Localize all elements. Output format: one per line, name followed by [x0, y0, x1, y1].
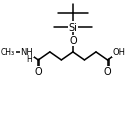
- Text: H: H: [26, 54, 32, 63]
- Text: CH₃: CH₃: [1, 48, 15, 57]
- Text: Si: Si: [68, 22, 77, 32]
- Text: O: O: [69, 36, 77, 46]
- Text: OH: OH: [113, 48, 125, 57]
- Text: O: O: [35, 67, 42, 77]
- Text: O: O: [104, 67, 111, 77]
- Text: NH: NH: [20, 48, 33, 57]
